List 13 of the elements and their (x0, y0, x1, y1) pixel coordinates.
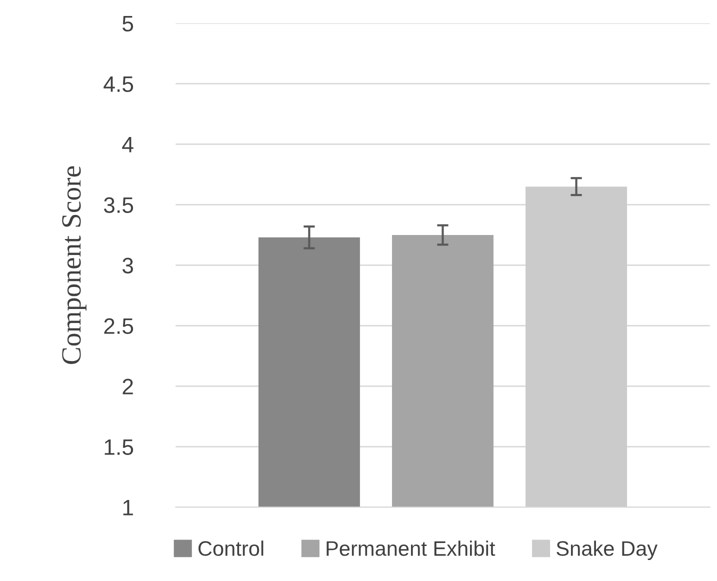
legend-label: Permanent Exhibit (326, 540, 496, 556)
legend-label: Snake Day (556, 540, 658, 560)
y-tick-label: 2 (122, 378, 133, 394)
y-tick-label: 3 (122, 258, 134, 274)
y-tick-label: 1 (123, 500, 133, 516)
y-tick-label: 1.5 (104, 439, 134, 455)
legend-label: Control (198, 540, 264, 556)
y-axis-title: Component Score (62, 166, 86, 364)
y-tick-label: 5 (122, 16, 134, 32)
y-tick-label: 4 (122, 136, 134, 152)
y-tick-label: 3.5 (104, 197, 134, 213)
y-tick-label: 2.5 (104, 318, 134, 334)
y-tick-label: 4.5 (104, 76, 134, 92)
